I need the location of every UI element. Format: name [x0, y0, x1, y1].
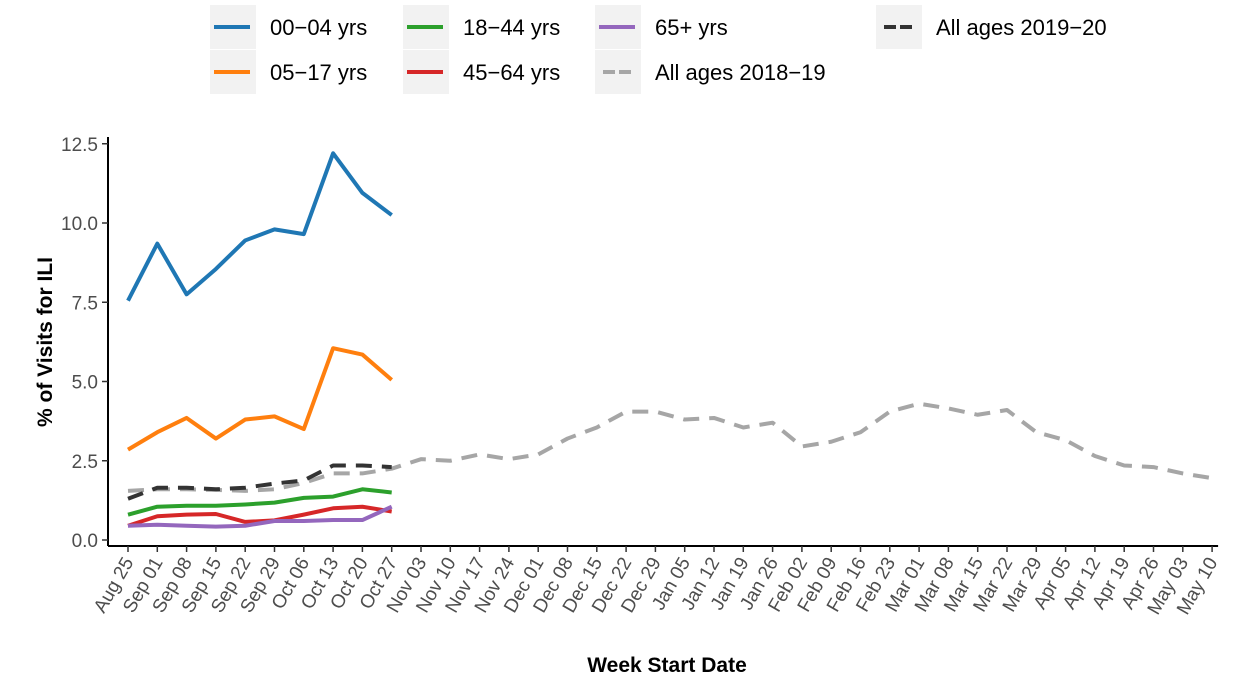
legend-label: 18−44 yrs	[463, 15, 560, 40]
legend-label: 65+ yrs	[655, 15, 728, 40]
series-line-00-04-yrs	[126, 151, 393, 302]
y-tick-label: 5.0	[72, 373, 98, 394]
y-tick-label: 12.5	[61, 135, 98, 156]
series-line-all-ages-2018-19	[127, 401, 1213, 493]
series-line-45-64-yrs	[127, 504, 393, 528]
plot-area	[126, 151, 1213, 529]
series-line-18-44-yrs	[127, 487, 392, 517]
y-tick-label: 0.0	[72, 531, 98, 552]
y-tick-label: 10.0	[61, 214, 98, 235]
legend-label: 45−64 yrs	[463, 60, 560, 85]
series-line-05-17-yrs	[126, 346, 394, 452]
legend-label: 00−04 yrs	[270, 15, 367, 40]
y-axis-title: % of Visits for ILI	[34, 257, 57, 427]
y-tick-label: 7.5	[72, 293, 98, 314]
legend-key-bg	[876, 5, 922, 49]
series-line-all-ages-2019-20	[127, 463, 392, 501]
y-tick-label: 2.5	[72, 452, 98, 473]
legend-label: All ages 2019−20	[936, 15, 1107, 40]
legend-label: All ages 2018−19	[655, 60, 826, 85]
chart-legend: 00−04 yrs 18−44 yrs 65+ yrs All ages 2019−2…	[210, 5, 1107, 94]
series-line-65-yrs	[127, 504, 393, 529]
legend-key-bg	[595, 50, 641, 94]
x-axis-title: Week Start Date	[587, 654, 747, 677]
legend-label: 05−17 yrs	[270, 60, 367, 85]
